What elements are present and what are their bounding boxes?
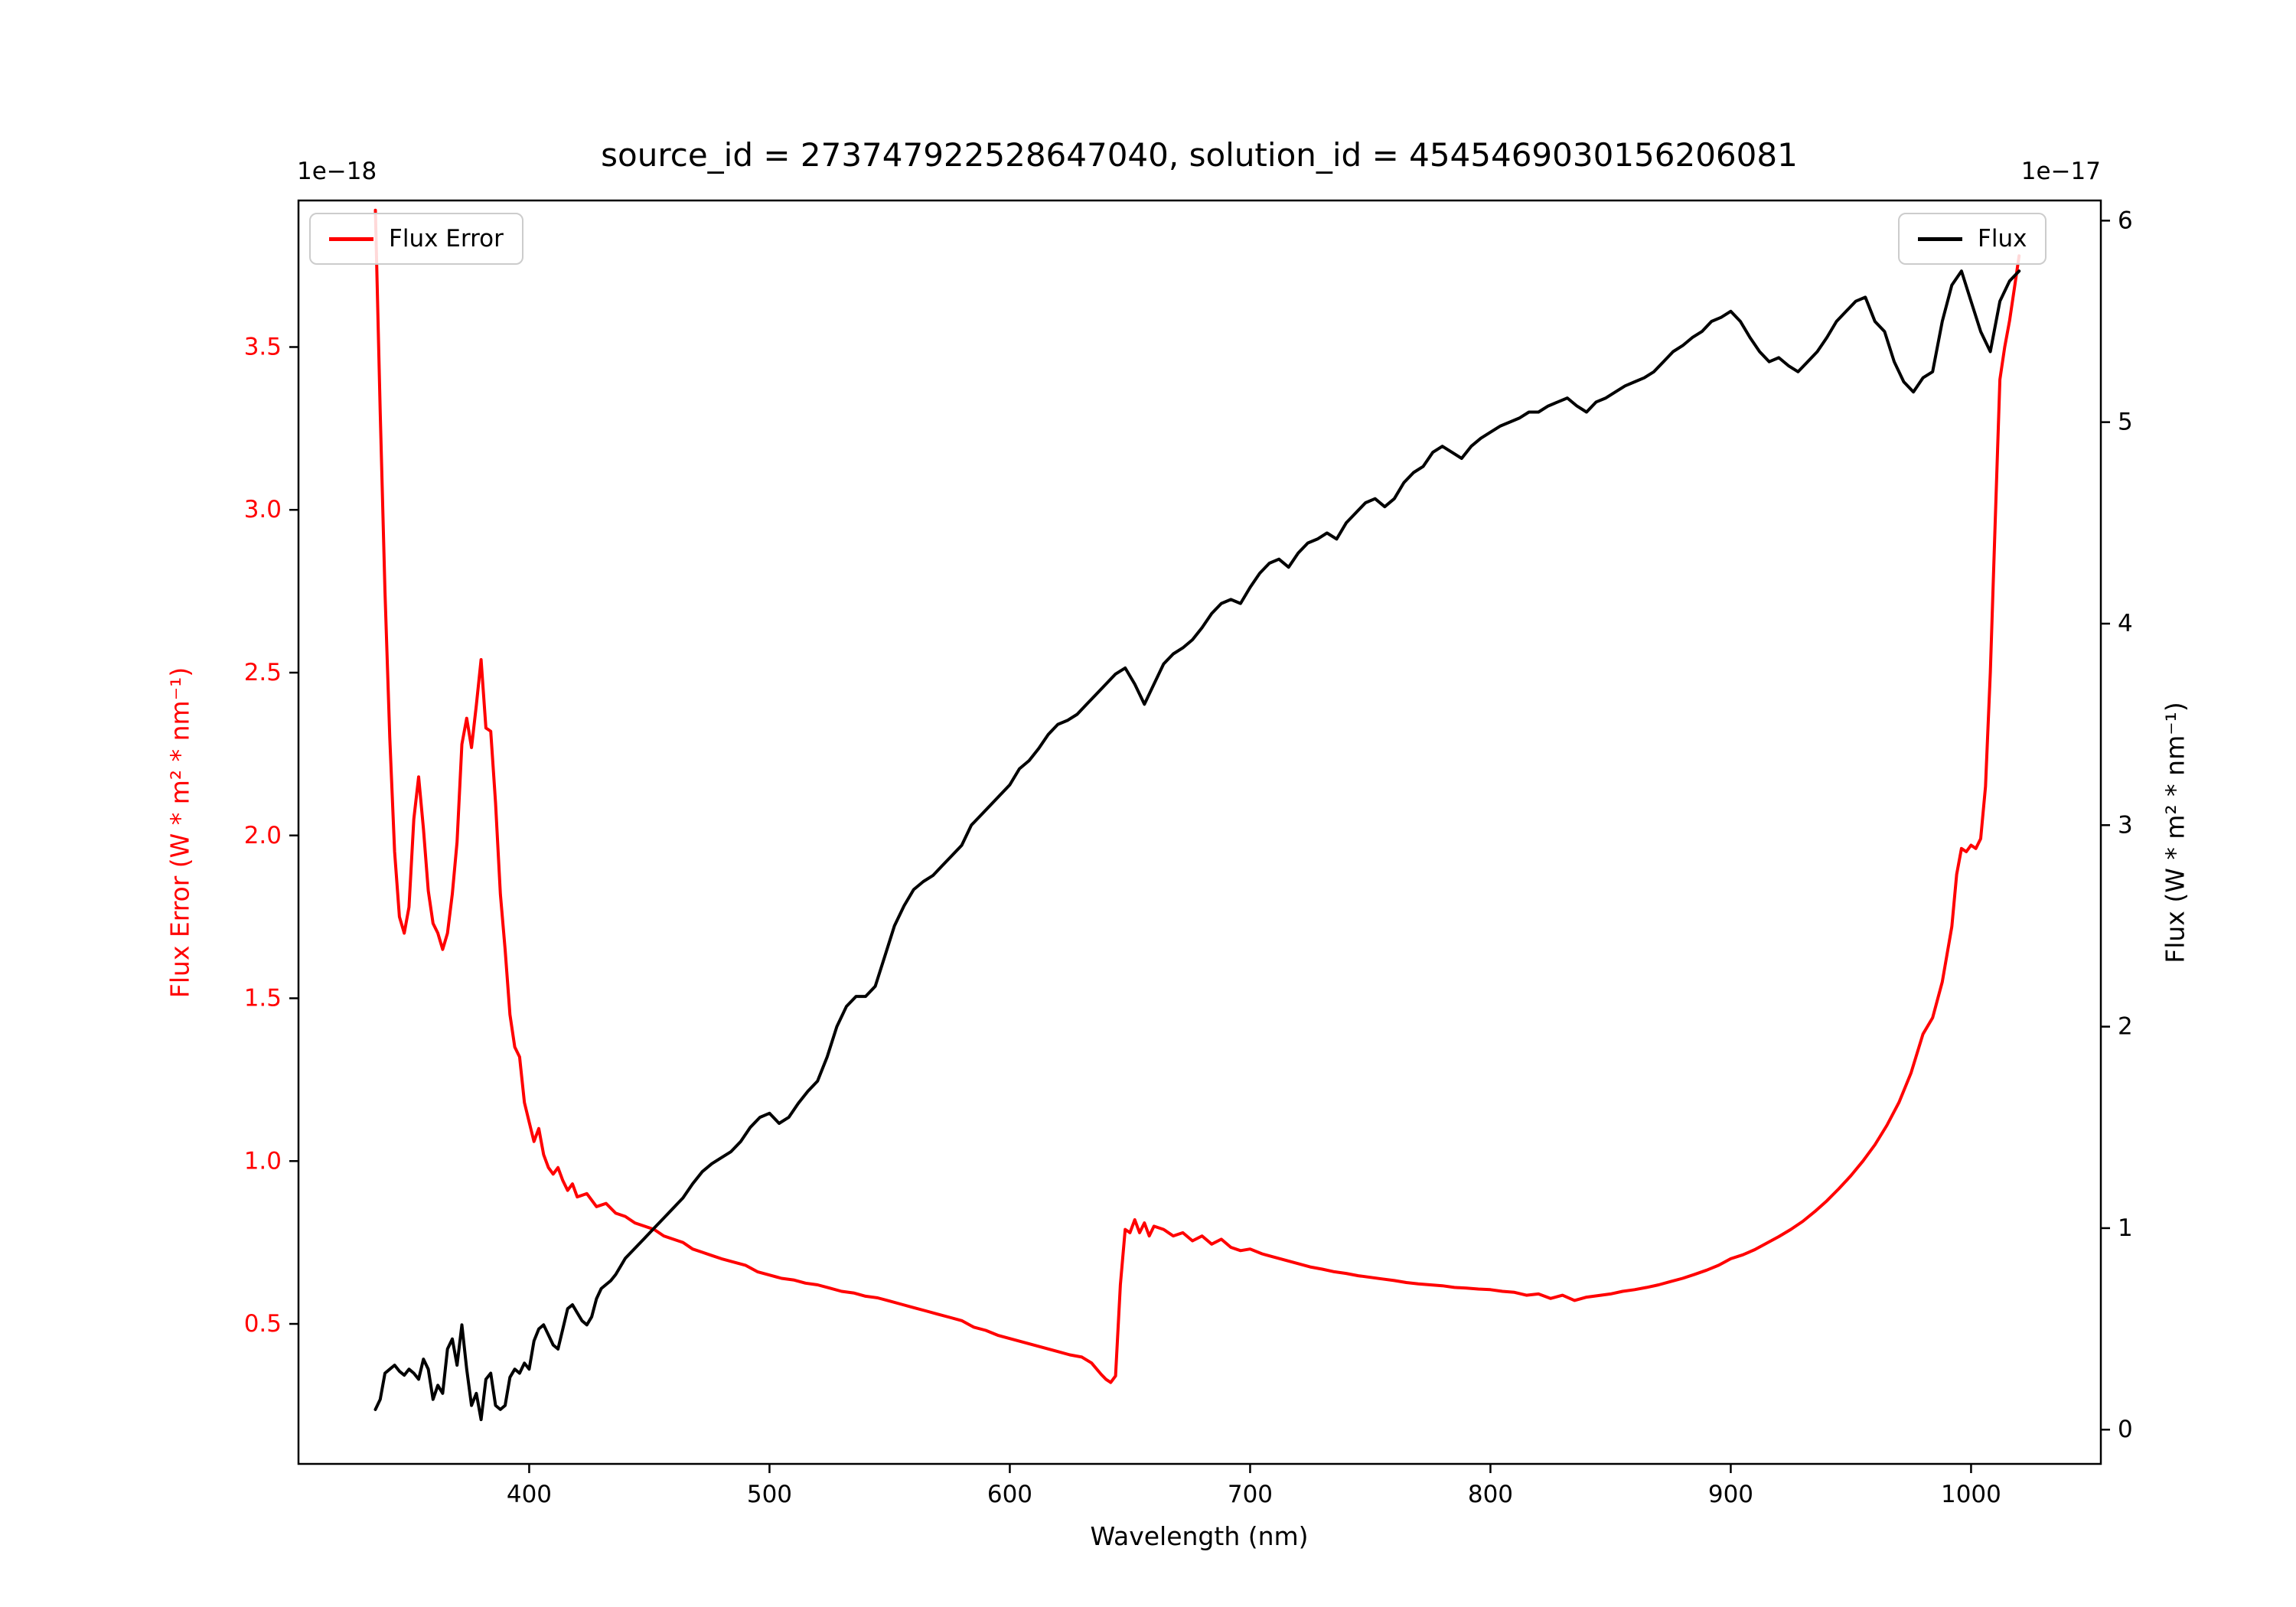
x-tick-label: 900 xyxy=(1708,1481,1753,1508)
flux-error-line xyxy=(373,208,2021,1384)
left-axis-offset-text: 1e−18 xyxy=(297,158,377,185)
right-y-tick-label: 4 xyxy=(2118,610,2133,637)
left-y-tick-label: 3.5 xyxy=(244,333,282,360)
flux-legend-line-icon xyxy=(1918,236,1962,241)
flux-error-legend-line-icon xyxy=(329,236,373,241)
left-y-tick-label: 2.0 xyxy=(244,822,282,849)
left-y-tick-label: 0.5 xyxy=(244,1310,282,1338)
chart-title: source_id = 273747922528647040, solution… xyxy=(601,136,1798,174)
left-y-tick-label: 1.5 xyxy=(244,985,282,1012)
right-y-tick-label: 1 xyxy=(2118,1214,2133,1242)
x-tick-label: 600 xyxy=(987,1481,1032,1508)
x-tick-label: 1000 xyxy=(1941,1481,2001,1508)
x-axis-label: Wavelength (nm) xyxy=(1090,1521,1309,1551)
right-y-axis-label: Flux (W * m² * nm⁻¹) xyxy=(2160,702,2190,963)
legend-flux: Flux xyxy=(1898,213,2047,265)
left-y-tick-label: 3.0 xyxy=(244,496,282,523)
left-y-axis-label: Flux Error (W * m² * nm⁻¹) xyxy=(165,667,195,999)
axes-spine xyxy=(297,199,2102,1465)
right-y-tick-label: 0 xyxy=(2118,1416,2133,1443)
left-y-tick-label: 1.0 xyxy=(244,1147,282,1175)
x-tick-label: 800 xyxy=(1468,1481,1513,1508)
right-y-tick-label: 5 xyxy=(2118,409,2133,436)
right-y-tick-label: 2 xyxy=(2118,1013,2133,1041)
x-tick-label: 500 xyxy=(747,1481,792,1508)
right-y-tick-label: 6 xyxy=(2118,207,2133,234)
flux-error-legend-label: Flux Error xyxy=(389,225,504,253)
right-y-tick-label: 3 xyxy=(2118,811,2133,839)
flux-line xyxy=(373,269,2021,1422)
x-tick-label: 400 xyxy=(507,1481,552,1508)
left-y-tick-label: 2.5 xyxy=(244,659,282,686)
flux-legend-label: Flux xyxy=(1978,225,2027,253)
legend-flux-error: Flux Error xyxy=(309,213,523,265)
right-axis-offset-text: 1e−17 xyxy=(2020,158,2101,185)
x-tick-label: 700 xyxy=(1228,1481,1273,1508)
